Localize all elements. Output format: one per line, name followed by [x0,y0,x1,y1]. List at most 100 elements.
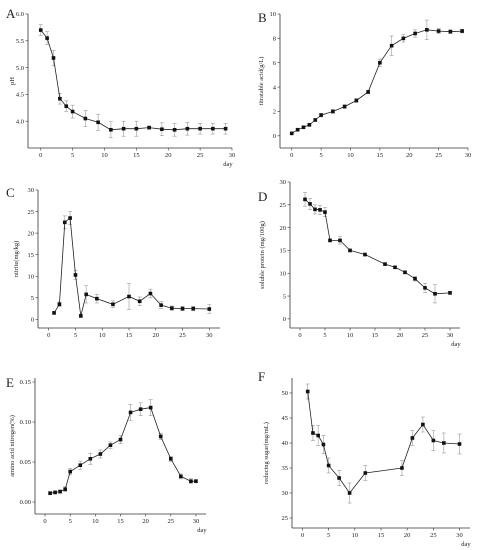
data-point [342,104,347,109]
data-point [301,125,306,130]
y-tick-label: 20 [280,225,287,232]
x-tick-label: 0 [301,532,304,539]
data-point [311,431,315,435]
y-axis-title: soluble protein (mg/100g) [259,221,266,289]
y-tick-label: 15 [28,252,35,259]
data-point [121,126,126,131]
y-axis-title: pH [9,77,16,85]
data-point [158,434,163,439]
y-tick-label: 0 [31,317,34,324]
data-point [84,292,88,297]
series-line [291,29,463,134]
x-tick-label: 10 [347,332,354,339]
y-tick-label: 0 [283,316,286,323]
data-point [460,29,464,33]
x-tick-label: 0 [290,152,293,159]
y-tick-label: 5 [31,295,34,302]
data-point [413,276,417,281]
x-tick-label: 15 [126,332,133,339]
data-point [431,438,436,443]
data-point [313,118,318,122]
x-tick-label: 25 [435,152,442,159]
series-line [307,391,460,494]
data-point [108,443,113,447]
y-tick-label: 5.5 [16,38,24,45]
y-tick-label: 5 [283,293,286,300]
series-line [50,407,196,494]
y-tick-label: 4.0 [16,118,24,125]
y-tick-label: 10 [270,11,277,18]
data-point [96,120,100,125]
data-point [319,113,323,117]
x-tick-label: 0 [47,332,50,339]
y-tick-label: 0.10 [20,419,31,426]
x-tick-label: 10 [352,532,359,539]
x-axis-title: day [451,341,461,348]
y-axis-title: amino acid nitrogen(%) [9,415,16,477]
data-point [118,437,123,442]
panel-letter: D [258,189,267,204]
data-point [38,28,43,32]
y-tick-label: 45 [282,415,289,422]
data-point [383,262,387,266]
y-tick-label: 40 [282,440,289,447]
y-tick-label: 30 [282,490,289,497]
x-tick-label: 25 [179,332,186,339]
data-point [180,306,185,311]
data-point [64,104,69,108]
data-point [147,125,151,130]
data-point [168,457,173,461]
data-point [338,238,342,243]
data-point [73,273,78,277]
data-point [442,441,446,445]
data-point [79,314,83,318]
chart-panel-c: C 0 5 10 15 20 25 30 0 5 10 15 20 25 30 nitrite(mg/kg) [6,185,220,339]
data-point [179,474,183,479]
x-tick-label: 25 [197,152,204,159]
data-point [308,202,312,206]
x-tick-label: 5 [323,332,326,339]
x-tick-label: 5 [320,152,323,159]
data-point [328,238,332,243]
x-tick-label: 25 [168,518,175,525]
data-point [363,252,367,257]
data-point [52,311,56,315]
x-tick-label: 30 [456,532,463,539]
chart-panel-b: B 0 5 10 15 20 25 30 0 2 4 6 8 10 titratable acid(g/L) [258,10,471,159]
data-point [109,127,113,132]
panel-letter: C [6,185,15,200]
data-point [111,302,115,307]
data-point [289,131,294,136]
x-tick-label: 5 [71,152,74,159]
x-tick-label: 25 [430,532,437,539]
y-axis-title: reducing sugar(mg/mL) [263,422,270,484]
x-tick-label: 30 [465,152,472,159]
x-tick-label: 30 [447,332,454,339]
x-tick-label: 15 [377,152,384,159]
data-point [185,126,190,131]
x-tick-label: 25 [422,332,429,339]
panel-letter: E [6,375,14,390]
x-tick-label: 20 [142,518,149,525]
x-tick-label: 20 [404,532,411,539]
series-line [53,217,210,316]
data-point [400,466,404,470]
data-point [198,126,202,131]
data-point [148,405,153,410]
data-point [425,28,429,32]
y-tick-label: 10 [280,270,287,277]
data-point [313,207,317,212]
data-point [58,489,62,494]
data-point [423,286,427,290]
y-tick-label: 35 [282,465,289,472]
chart-panel-a: A 0 5 10 15 20 25 30 4.0 4.5 5.0 5.5 6.0 day pH [6,6,235,168]
panel-letter: A [6,6,16,21]
data-point [348,248,352,253]
data-point [62,220,67,225]
data-point [318,208,322,212]
data-point [48,491,52,495]
y-tick-label: 0.15 [20,379,31,386]
data-point [58,96,62,101]
data-point [159,303,163,307]
